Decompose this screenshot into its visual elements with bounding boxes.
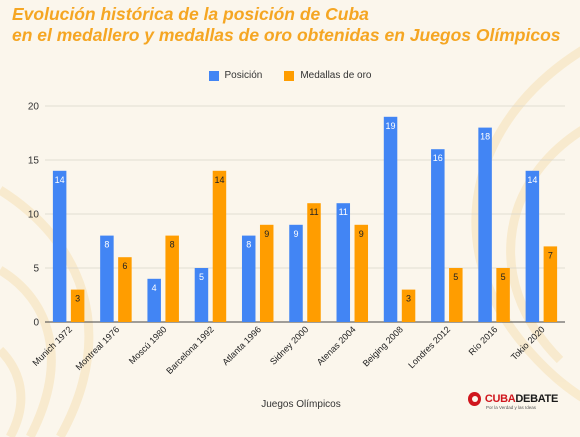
bar-oro xyxy=(354,224,369,322)
bar-oro xyxy=(401,289,416,322)
data-label-oro: 5 xyxy=(453,272,458,282)
chart-title: Evolución histórica de la posición de Cu… xyxy=(12,4,561,46)
cubadebate-logo-icon xyxy=(468,392,481,406)
bar-oro xyxy=(496,268,510,322)
data-label-oro: 3 xyxy=(406,294,411,304)
bar-oro xyxy=(543,246,558,322)
bar-posicion xyxy=(289,224,303,322)
x-tick-label: Munich 1972 xyxy=(31,324,75,368)
bar-posicion xyxy=(194,268,209,322)
bar-posicion xyxy=(431,149,445,322)
chart-title-line-1: Evolución histórica de la posición de Cu… xyxy=(12,4,369,24)
x-tick-label: Atenas 2004 xyxy=(315,324,358,367)
bar-oro xyxy=(449,268,463,322)
x-tick-label: Beiging 2008 xyxy=(361,324,405,368)
data-label-oro: 7 xyxy=(548,250,553,260)
x-tick-label: Sidney 2000 xyxy=(268,324,310,366)
cubadebate-logo-text: CUBADEBATE xyxy=(484,393,558,405)
x-tick-label: Tokio 2020 xyxy=(509,324,547,362)
data-label-oro: 14 xyxy=(214,175,224,185)
bar-posicion xyxy=(383,116,398,322)
data-label-posicion: 19 xyxy=(386,121,396,131)
legend-label-posicion: Posición xyxy=(224,70,263,81)
data-label-oro: 3 xyxy=(75,294,80,304)
legend-swatch-oro xyxy=(284,70,295,81)
y-tick-label: 10 xyxy=(28,210,40,221)
bar-posicion xyxy=(241,235,256,322)
bar-oro xyxy=(212,170,227,322)
y-tick-label: 15 xyxy=(28,156,40,167)
bar-oro xyxy=(307,203,321,322)
data-label-posicion: 14 xyxy=(55,175,65,185)
data-label-posicion: 14 xyxy=(527,175,537,185)
data-label-posicion: 8 xyxy=(246,240,251,250)
data-label-oro: 8 xyxy=(170,240,175,250)
data-label-posicion: 18 xyxy=(480,132,490,142)
chart-title-line-2: en el medallero y medallas de oro obteni… xyxy=(12,25,561,45)
bar-posicion xyxy=(478,127,492,322)
bar-oro xyxy=(118,257,132,322)
bar-oro xyxy=(70,289,85,322)
bar-posicion xyxy=(52,170,67,322)
data-label-oro: 5 xyxy=(501,272,506,282)
data-label-posicion: 4 xyxy=(152,283,157,293)
x-tick-label: Londres 2012 xyxy=(406,324,452,370)
bar-posicion xyxy=(147,278,161,322)
y-tick-label: 5 xyxy=(33,264,39,275)
data-label-oro: 11 xyxy=(309,207,318,217)
bar-posicion xyxy=(100,235,114,322)
data-label-posicion: 11 xyxy=(339,207,348,217)
x-tick-label: Atlanta 1996 xyxy=(220,324,263,367)
y-tick-label: 20 xyxy=(28,102,40,113)
cubadebate-logo: CUBADEBATE Por la Verdad y las Ideas xyxy=(468,392,558,410)
data-label-oro: 6 xyxy=(122,261,127,271)
x-axis-label: Juegos Olímpicos xyxy=(261,399,340,410)
chart-legend: Posición Medallas de oro xyxy=(0,70,580,81)
legend-swatch-posicion xyxy=(208,70,219,81)
data-label-posicion: 8 xyxy=(104,240,109,250)
data-label-posicion: 5 xyxy=(199,272,204,282)
legend-label-oro: Medallas de oro xyxy=(300,70,372,81)
data-label-oro: 9 xyxy=(359,229,364,239)
cubadebate-tagline: Por la Verdad y las Ideas xyxy=(486,405,537,410)
data-label-posicion: 9 xyxy=(293,229,298,239)
x-tick-label: Barcelona 1992 xyxy=(164,324,216,376)
bar-oro xyxy=(259,224,274,322)
x-tick-label: Montreal 1976 xyxy=(74,324,122,372)
y-tick-label: 0 xyxy=(33,318,39,329)
x-tick-label: Río 2016 xyxy=(467,324,500,357)
data-label-posicion: 16 xyxy=(433,153,443,163)
data-label-oro: 9 xyxy=(264,229,269,239)
legend-item-posicion: Posición xyxy=(208,70,263,81)
bar-posicion xyxy=(336,203,351,322)
bar-posicion xyxy=(525,170,540,322)
bar-oro xyxy=(165,235,179,322)
legend-item-oro: Medallas de oro xyxy=(284,70,371,81)
x-tick-label: Moscú 1980 xyxy=(127,324,169,366)
